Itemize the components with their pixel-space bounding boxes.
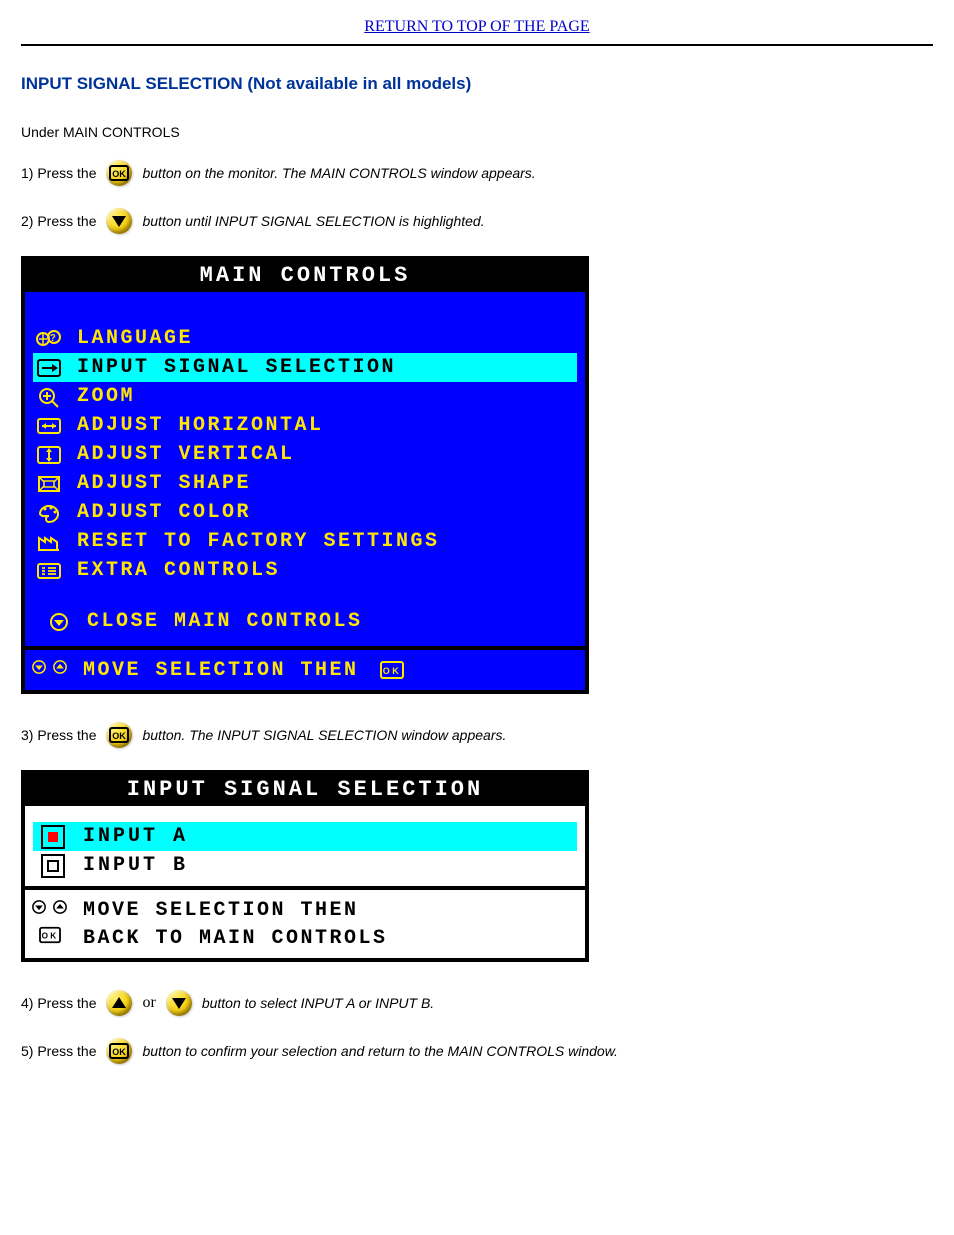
osd-main-item-label: EXTRA CONTROLS	[77, 559, 280, 582]
osd-input-title: INPUT SIGNAL SELECTION	[25, 774, 585, 806]
ok-box-icon	[38, 925, 62, 952]
shape-icon	[35, 473, 63, 495]
osd-main-item[interactable]: INPUT SIGNAL SELECTION	[33, 353, 577, 382]
divider-rule	[21, 44, 933, 46]
section-title: INPUT SIGNAL SELECTION (Not available in…	[21, 74, 933, 94]
nav-up-icon	[50, 897, 70, 924]
up-button-icon	[106, 990, 132, 1016]
step-4-post: button to select INPUT A or INPUT B.	[202, 995, 434, 1011]
step-2-post: button until INPUT SIGNAL SELECTION is h…	[142, 213, 484, 229]
arrows-h-icon	[35, 415, 63, 437]
osd-input-item-label: INPUT B	[83, 854, 188, 877]
step-4-or: or	[142, 994, 155, 1012]
ok-button-icon	[106, 160, 132, 186]
osd-main-close-label: CLOSE MAIN CONTROLS	[87, 610, 363, 633]
step-2: 2) Press the button until INPUT SIGNAL S…	[21, 208, 933, 234]
osd-main-item-label: INPUT SIGNAL SELECTION	[77, 356, 396, 379]
step-5: 5) Press the button to confirm your sele…	[21, 1038, 933, 1064]
osd-main-item-label: ADJUST VERTICAL	[77, 443, 295, 466]
magnifier-plus-icon	[35, 386, 63, 408]
osd-main-item[interactable]: ADJUST HORIZONTAL	[33, 411, 577, 440]
arrows-v-icon	[35, 444, 63, 466]
ok-button-icon	[106, 722, 132, 748]
osd-main-item[interactable]: RESET TO FACTORY SETTINGS	[33, 527, 577, 556]
osd-input-item[interactable]: INPUT B	[33, 851, 577, 880]
factory-icon	[35, 531, 63, 553]
osd-main-controls: MAIN CONTROLS LANGUAGE INPUT SIGNAL SELEC…	[21, 256, 589, 694]
osd-main-item[interactable]: ZOOM	[33, 382, 577, 411]
radio-unselected-icon	[41, 854, 65, 878]
close-main-controls-icon	[45, 611, 73, 633]
osd-main-footer: MOVE SELECTION THEN	[27, 656, 581, 684]
osd-main-item[interactable]: ADJUST VERTICAL	[33, 440, 577, 469]
return-to-top-link[interactable]: RETURN TO TOP OF THE PAGE	[364, 18, 589, 35]
osd-input-footer-1: MOVE SELECTION THEN	[27, 896, 581, 924]
osd-main-item[interactable]: EXTRA CONTROLS	[33, 556, 577, 585]
osd-input-footer-2: BACK TO MAIN CONTROLS	[27, 924, 581, 952]
osd-main-item[interactable]: LANGUAGE	[33, 324, 577, 353]
step-5-post: button to confirm your selection and ret…	[142, 1043, 617, 1059]
arrow-in-icon	[35, 357, 63, 379]
osd-main-item-label: ADJUST HORIZONTAL	[77, 414, 324, 437]
step-2-pre: 2) Press the	[21, 213, 96, 229]
globe-question-icon	[35, 328, 63, 350]
osd-main-item-label: ADJUST COLOR	[77, 501, 251, 524]
step-4: 4) Press the or button to select INPUT A…	[21, 990, 933, 1016]
osd-input-footer2-text: BACK TO MAIN CONTROLS	[83, 927, 388, 950]
osd-input-item-label: INPUT A	[83, 825, 188, 848]
osd-input-footer1-text: MOVE SELECTION THEN	[83, 899, 359, 922]
step-4-pre: 4) Press the	[21, 995, 96, 1011]
osd-main-close-row[interactable]: CLOSE MAIN CONTROLS	[33, 607, 577, 636]
nav-down-icon	[29, 897, 49, 924]
osd-main-item-label: ADJUST SHAPE	[77, 472, 251, 495]
list-extra-icon	[35, 560, 63, 582]
osd-main-item[interactable]: ADJUST COLOR	[33, 498, 577, 527]
down-button-icon	[166, 990, 192, 1016]
step-3: 3) Press the button. The INPUT SIGNAL SE…	[21, 722, 933, 748]
ok-box-icon	[379, 659, 405, 681]
step-3-pre: 3) Press the	[21, 727, 96, 743]
osd-main-item-label: RESET TO FACTORY SETTINGS	[77, 530, 440, 553]
osd-main-item-label: ZOOM	[77, 385, 135, 408]
osd-main-item-label: LANGUAGE	[77, 327, 193, 350]
step-5-pre: 5) Press the	[21, 1043, 96, 1059]
step-3-post: button. The INPUT SIGNAL SELECTION windo…	[142, 727, 506, 743]
step-1-pre: 1) Press the	[21, 165, 96, 181]
osd-main-item[interactable]: ADJUST SHAPE	[33, 469, 577, 498]
down-button-icon	[106, 208, 132, 234]
palette-icon	[35, 502, 63, 524]
nav-down-icon	[29, 657, 49, 684]
radio-selected-icon	[41, 825, 65, 849]
osd-main-footer-text: MOVE SELECTION THEN	[83, 659, 359, 682]
nav-up-icon	[50, 657, 70, 684]
step-1: 1) Press the button on the monitor. The …	[21, 160, 933, 186]
osd-input-selection: INPUT SIGNAL SELECTION INPUT A INPUT B MO…	[21, 770, 589, 962]
ok-button-icon	[106, 1038, 132, 1064]
step-1-post: button on the monitor. The MAIN CONTROLS…	[142, 165, 535, 181]
osd-main-title: MAIN CONTROLS	[25, 260, 585, 292]
osd-input-item[interactable]: INPUT A	[33, 822, 577, 851]
intro-text: Under MAIN CONTROLS	[21, 124, 933, 140]
